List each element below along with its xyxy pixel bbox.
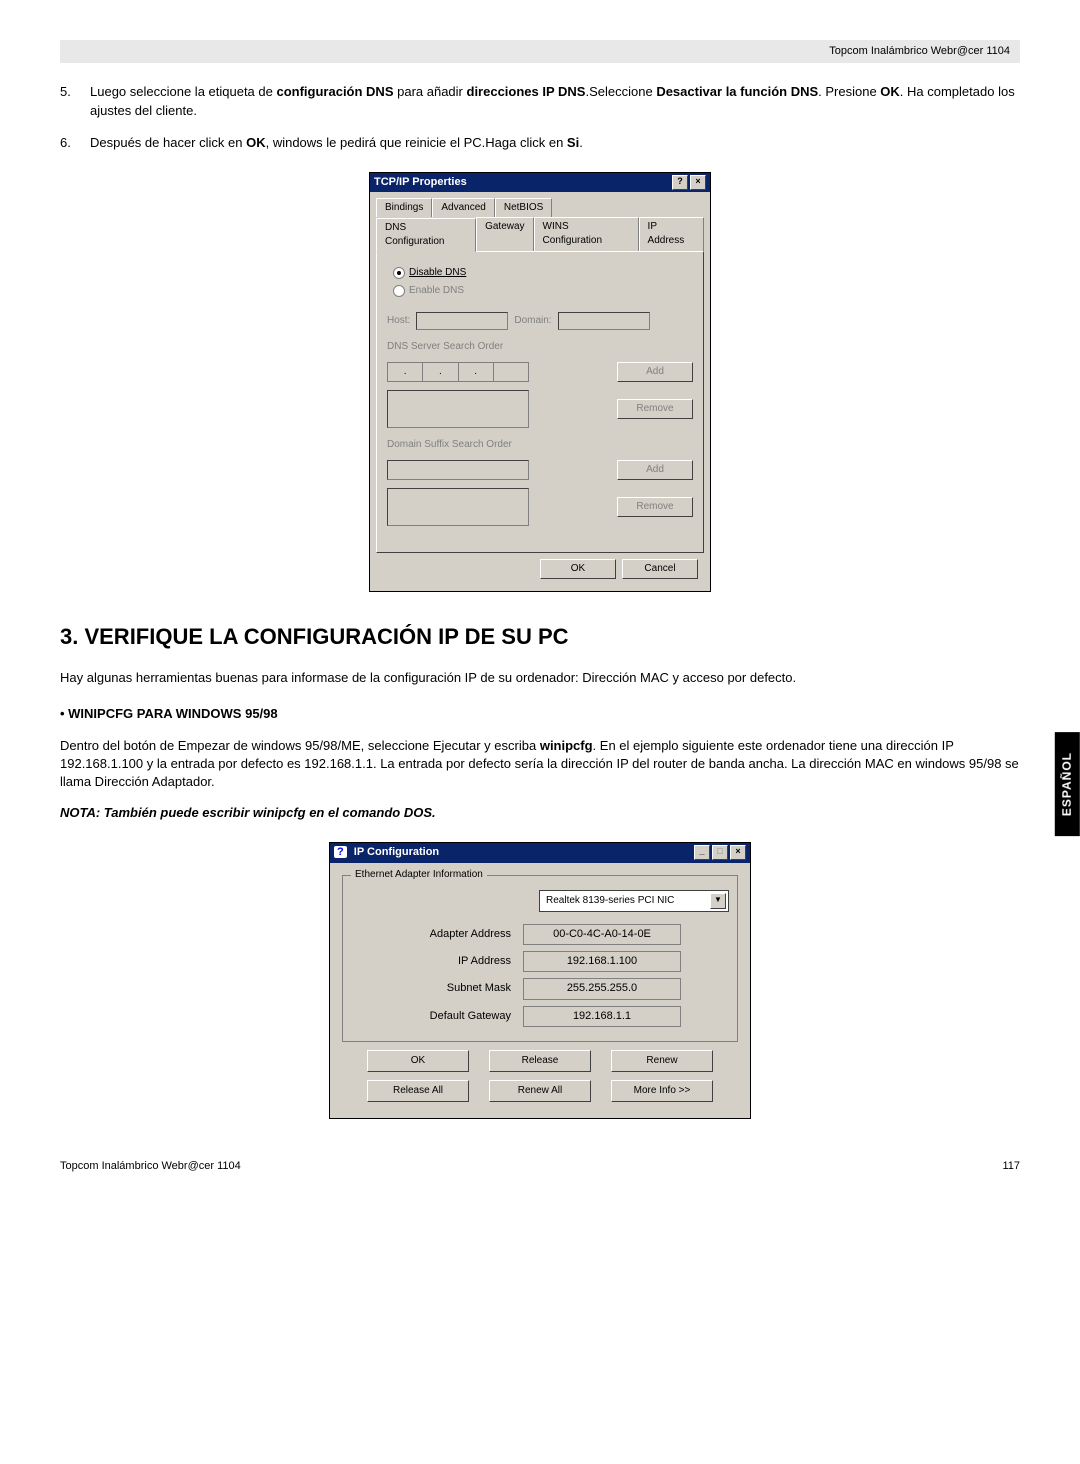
- release-all-button[interactable]: Release All: [367, 1080, 469, 1102]
- maximize-icon: □: [712, 845, 728, 860]
- tab-wins-configuration[interactable]: WINS Configuration: [534, 217, 639, 251]
- tab-ip-address[interactable]: IP Address: [639, 217, 704, 251]
- dns-listbox: [387, 390, 529, 428]
- release-button[interactable]: Release: [489, 1050, 591, 1072]
- page-footer: Topcom Inalámbrico Webr@cer 1104 117: [60, 1159, 1020, 1174]
- dns-remove-button: Remove: [617, 399, 693, 419]
- minimize-icon[interactable]: _: [694, 845, 710, 860]
- section3-intro: Hay algunas herramientas buenas para inf…: [60, 669, 1020, 687]
- ipconfig-title: IP Configuration: [354, 846, 439, 858]
- suffix-add-button: Add: [617, 460, 693, 480]
- renew-all-button[interactable]: Renew All: [489, 1080, 591, 1102]
- more-info--button[interactable]: More Info >>: [611, 1080, 713, 1102]
- tcpip-titlebar: TCP/IP Properties ? ×: [370, 173, 710, 192]
- footer-right: 117: [1002, 1159, 1020, 1174]
- radio-icon: [393, 285, 405, 297]
- host-label: Host:: [387, 314, 410, 328]
- help-icon[interactable]: ?: [672, 175, 688, 190]
- chevron-down-icon[interactable]: ▼: [710, 893, 726, 909]
- language-tab: ESPAÑOL: [1055, 732, 1080, 836]
- ok-button[interactable]: OK: [540, 559, 616, 579]
- cancel-button[interactable]: Cancel: [622, 559, 698, 579]
- info-row: Default Gateway192.168.1.1: [351, 1006, 729, 1027]
- info-value: 192.168.1.1: [523, 1006, 681, 1027]
- step-text: Después de hacer click en OK, windows le…: [90, 134, 1020, 152]
- renew-button[interactable]: Renew: [611, 1050, 713, 1072]
- info-label: Adapter Address: [351, 927, 523, 942]
- adapter-group: Ethernet Adapter Information Realtek 813…: [342, 875, 738, 1043]
- ok-button[interactable]: OK: [367, 1050, 469, 1072]
- suffix-input: [387, 460, 529, 480]
- disable-dns-radio[interactable]: Disable DNS: [393, 266, 693, 280]
- close-icon[interactable]: ×: [690, 175, 706, 190]
- section3-note: NOTA: También puede escribir winipcfg en…: [60, 804, 1020, 822]
- info-row: Subnet Mask255.255.255.0: [351, 978, 729, 999]
- suffix-remove-button: Remove: [617, 497, 693, 517]
- section3-title: 3. VERIFIQUE LA CONFIGURACIÓN IP DE SU P…: [60, 622, 1020, 653]
- step-text: Luego seleccione la etiqueta de configur…: [90, 83, 1020, 119]
- domain-label: Domain:: [514, 314, 551, 328]
- tab-gateway[interactable]: Gateway: [476, 217, 533, 251]
- tcpip-title: TCP/IP Properties: [374, 175, 467, 190]
- info-value: 00-C0-4C-A0-14-0E: [523, 924, 681, 945]
- section3-sub: • WINIPCFG PARA WINDOWS 95/98: [60, 705, 1020, 723]
- info-label: IP Address: [351, 954, 523, 969]
- tab-dns-configuration[interactable]: DNS Configuration: [376, 218, 476, 252]
- dns-ip-input: ...: [387, 362, 529, 382]
- close-icon[interactable]: ×: [730, 845, 746, 860]
- tab-netbios[interactable]: NetBIOS: [495, 198, 552, 217]
- footer-left: Topcom Inalámbrico Webr@cer 1104: [60, 1159, 241, 1174]
- tab-advanced[interactable]: Advanced: [432, 198, 494, 217]
- section3-body: Dentro del botón de Empezar de windows 9…: [60, 737, 1020, 792]
- tcpip-dialog: TCP/IP Properties ? × BindingsAdvancedNe…: [369, 172, 711, 592]
- info-label: Default Gateway: [351, 1009, 523, 1024]
- ipconfig-titlebar: ? IP Configuration _ □ ×: [330, 843, 750, 862]
- info-row: IP Address192.168.1.100: [351, 951, 729, 972]
- header-product: Topcom Inalámbrico Webr@cer 1104: [829, 45, 1010, 57]
- ipconfig-dialog: ? IP Configuration _ □ × Ethernet Adapte…: [329, 842, 751, 1119]
- adapter-group-label: Ethernet Adapter Information: [351, 868, 487, 882]
- step: 5.Luego seleccione la etiqueta de config…: [60, 83, 1020, 119]
- dns-order-label: DNS Server Search Order: [387, 340, 693, 354]
- step-num: 5.: [60, 83, 90, 119]
- domain-input: [558, 312, 650, 330]
- info-value: 255.255.255.0: [523, 978, 681, 999]
- enable-dns-radio[interactable]: Enable DNS: [393, 284, 693, 298]
- suffix-listbox: [387, 488, 529, 526]
- info-label: Subnet Mask: [351, 981, 523, 996]
- header-bar: Topcom Inalámbrico Webr@cer 1104: [60, 40, 1020, 63]
- adapter-combo[interactable]: Realtek 8139-series PCI NIC ▼: [539, 890, 729, 912]
- tab-bindings[interactable]: Bindings: [376, 198, 432, 217]
- info-value: 192.168.1.100: [523, 951, 681, 972]
- info-icon: ?: [334, 846, 347, 858]
- dns-add-button: Add: [617, 362, 693, 382]
- suffix-order-label: Domain Suffix Search Order: [387, 438, 693, 452]
- info-row: Adapter Address00-C0-4C-A0-14-0E: [351, 924, 729, 945]
- step-num: 6.: [60, 134, 90, 152]
- step: 6.Después de hacer click en OK, windows …: [60, 134, 1020, 152]
- radio-icon: [393, 267, 405, 279]
- host-input: [416, 312, 508, 330]
